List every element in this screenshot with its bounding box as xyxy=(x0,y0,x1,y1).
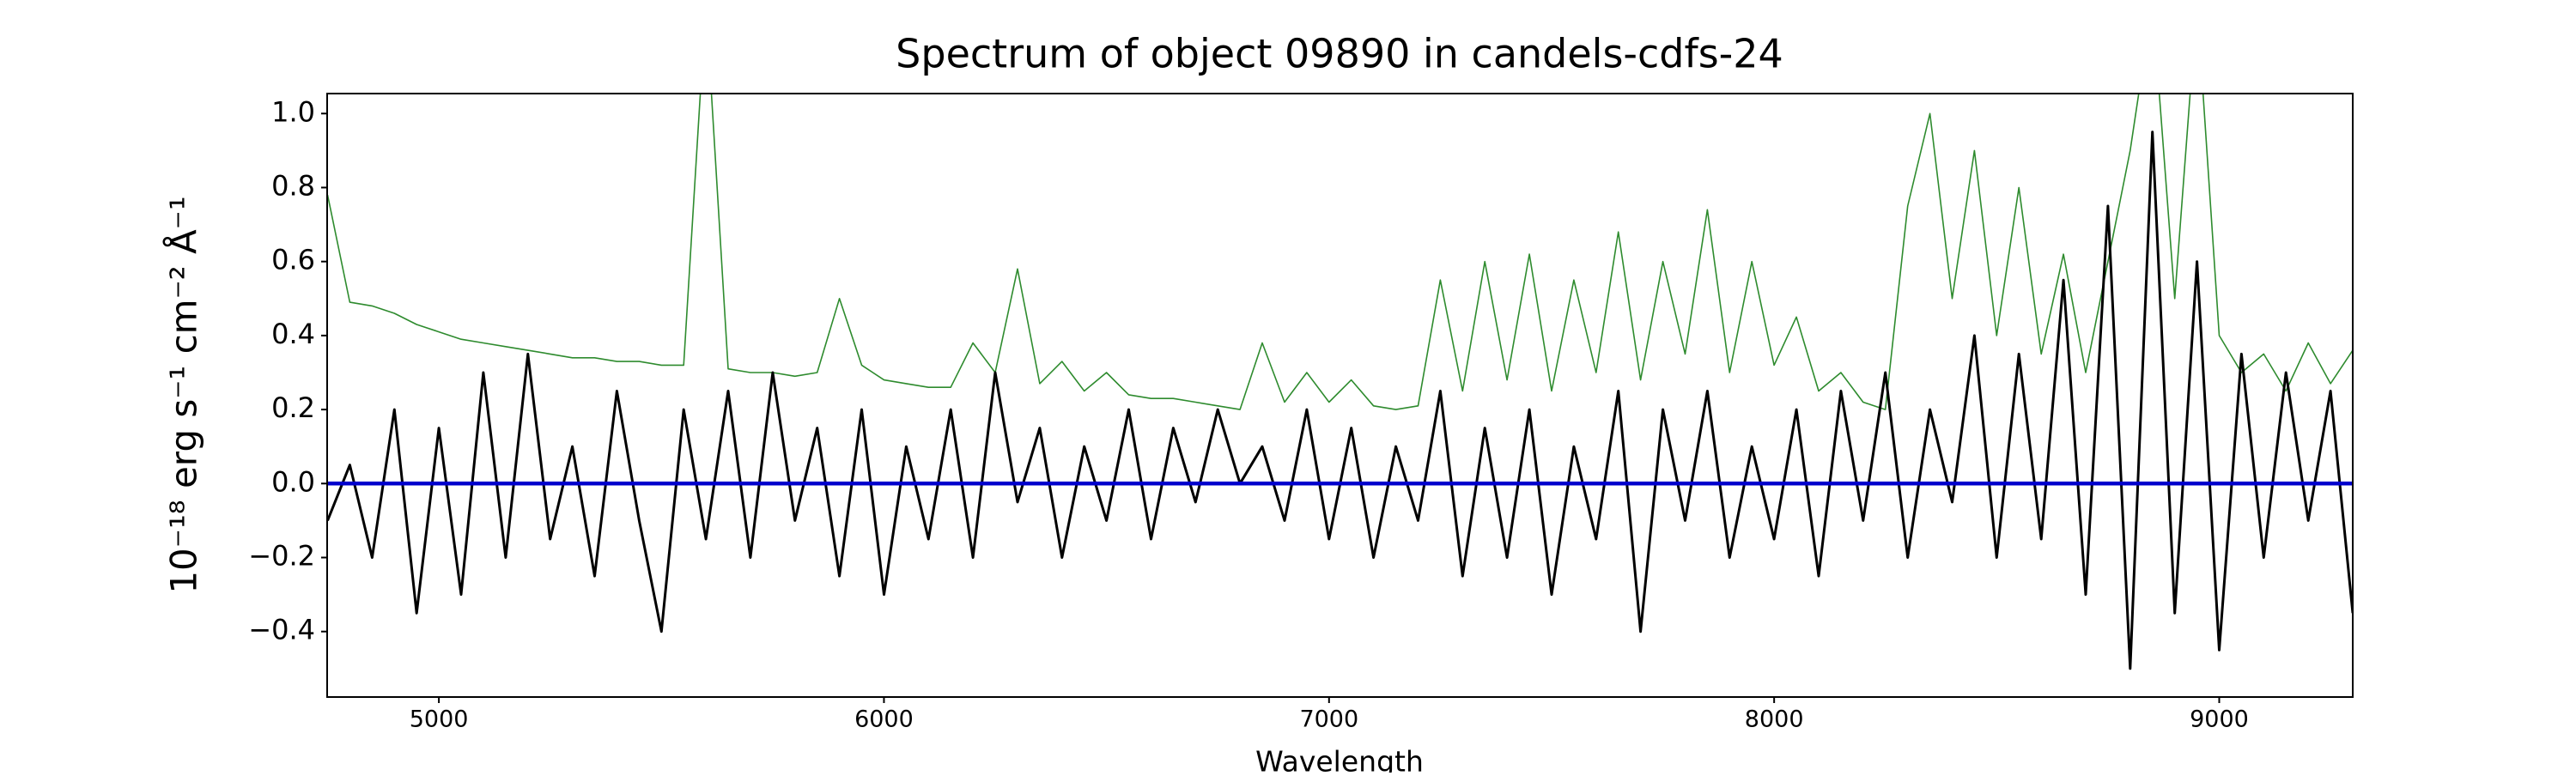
y-axis-label: 10⁻¹⁸ erg s⁻¹ cm⁻² Å⁻¹ xyxy=(162,196,205,593)
x-tick-label: 5000 xyxy=(410,706,469,733)
spectrum-line xyxy=(327,94,2353,410)
y-tick-label: 0.8 xyxy=(271,169,315,202)
y-tick-label: −0.4 xyxy=(248,614,315,646)
y-tick-label: 1.0 xyxy=(271,95,315,128)
y-tick-label: 0.6 xyxy=(271,244,315,276)
x-tick-label: 8000 xyxy=(1745,706,1804,733)
y-tick-label: 0.0 xyxy=(271,465,315,498)
plot-frame xyxy=(326,93,2354,698)
y-tick-label: 0.4 xyxy=(271,318,315,350)
chart-title: Spectrum of object 09890 in candels-cdfs… xyxy=(896,31,1783,77)
spectrum-line xyxy=(327,130,2353,670)
y-tick-label: −0.2 xyxy=(248,540,315,573)
y-tick-label: 0.2 xyxy=(271,391,315,424)
x-axis-label: Wavelength xyxy=(1255,745,1424,773)
x-tick-label: 7000 xyxy=(1299,706,1358,733)
x-tick-label: 6000 xyxy=(854,706,914,733)
x-tick-label: 9000 xyxy=(2190,706,2249,733)
